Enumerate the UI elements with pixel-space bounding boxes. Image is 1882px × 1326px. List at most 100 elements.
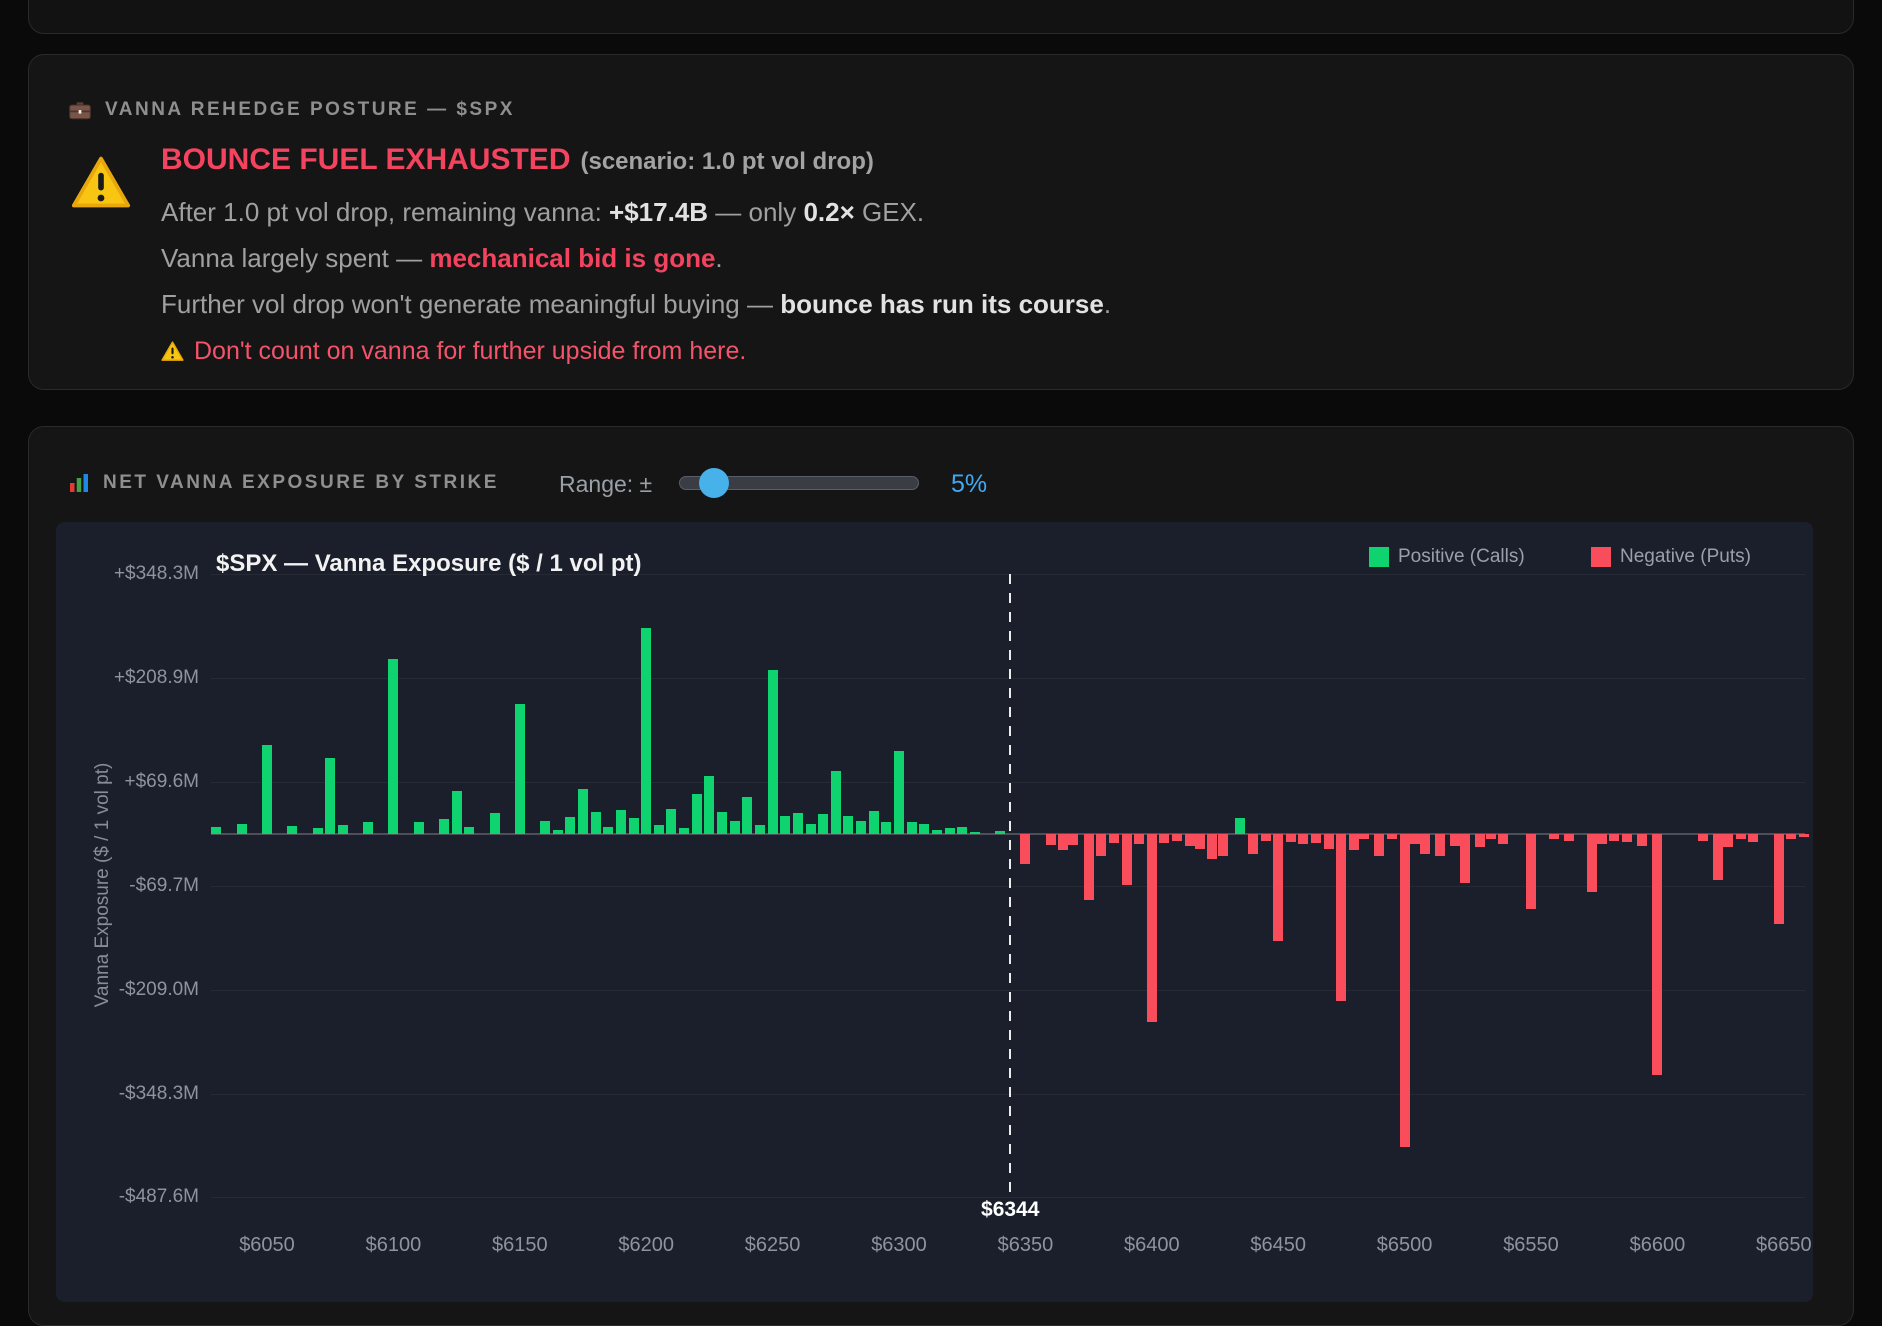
vanna-bar[interactable]	[1386, 834, 1397, 840]
vanna-bar[interactable]	[1020, 834, 1031, 864]
vanna-bar[interactable]	[931, 830, 942, 834]
vanna-bar[interactable]	[818, 813, 829, 834]
vanna-bar[interactable]	[957, 827, 968, 834]
vanna-bar[interactable]	[1748, 834, 1759, 843]
vanna-bar[interactable]	[1298, 834, 1309, 844]
range-slider-thumb[interactable]	[699, 468, 729, 498]
vanna-bar[interactable]	[1713, 834, 1724, 881]
vanna-bar[interactable]	[919, 823, 930, 834]
vanna-bar[interactable]	[325, 757, 336, 834]
vanna-bar[interactable]	[1323, 834, 1334, 849]
vanna-bar[interactable]	[1172, 834, 1183, 842]
vanna-bar[interactable]	[1460, 834, 1471, 884]
vanna-bar[interactable]	[1526, 834, 1536, 909]
vanna-bar[interactable]	[1723, 834, 1734, 848]
vanna-bar[interactable]	[1498, 834, 1509, 844]
vanna-bar[interactable]	[236, 823, 247, 834]
vanna-bar[interactable]	[578, 788, 588, 834]
vanna-bar[interactable]	[1146, 834, 1157, 1022]
vanna-bar[interactable]	[995, 831, 1006, 834]
vanna-bar[interactable]	[388, 658, 399, 834]
vanna-bar[interactable]	[540, 820, 551, 834]
vanna-bar[interactable]	[868, 810, 879, 834]
vanna-bar[interactable]	[1159, 834, 1170, 843]
vanna-bar[interactable]	[1399, 834, 1410, 1148]
vanna-bar[interactable]	[780, 816, 791, 834]
vanna-bar[interactable]	[729, 821, 740, 834]
vanna-bar[interactable]	[1235, 817, 1246, 834]
vanna-bar[interactable]	[805, 824, 816, 834]
vanna-bar[interactable]	[1260, 834, 1271, 841]
vanna-bar[interactable]	[565, 816, 576, 834]
vanna-bar[interactable]	[1450, 834, 1461, 846]
vanna-bar[interactable]	[742, 797, 753, 834]
vanna-bar[interactable]	[1786, 834, 1797, 840]
vanna-bar[interactable]	[312, 828, 323, 834]
vanna-bar[interactable]	[1285, 834, 1296, 843]
vanna-bar[interactable]	[1409, 834, 1420, 844]
vanna-bar[interactable]	[1485, 834, 1496, 840]
vanna-bar[interactable]	[1622, 834, 1633, 843]
vanna-bar[interactable]	[211, 826, 222, 834]
vanna-bar[interactable]	[1349, 834, 1360, 851]
vanna-bar[interactable]	[1096, 834, 1107, 856]
vanna-bar[interactable]	[451, 790, 462, 834]
vanna-bar[interactable]	[1374, 834, 1385, 856]
vanna-bar[interactable]	[287, 825, 298, 834]
vanna-bar[interactable]	[1419, 834, 1430, 855]
vanna-bar[interactable]	[691, 793, 702, 834]
vanna-bar[interactable]	[1217, 834, 1228, 856]
vanna-bar[interactable]	[830, 770, 841, 834]
vanna-bar[interactable]	[767, 670, 778, 834]
vanna-bar[interactable]	[514, 704, 525, 834]
vanna-bar[interactable]	[1134, 834, 1145, 845]
vanna-bar[interactable]	[1735, 834, 1746, 840]
vanna-bar[interactable]	[1652, 834, 1663, 1075]
vanna-bar[interactable]	[944, 828, 955, 834]
vanna-bar[interactable]	[653, 825, 664, 834]
vanna-bar[interactable]	[666, 809, 677, 834]
vanna-bar[interactable]	[792, 813, 803, 834]
vanna-bar[interactable]	[843, 816, 854, 834]
vanna-bar[interactable]	[1273, 834, 1284, 942]
vanna-bar[interactable]	[1609, 834, 1620, 841]
vanna-bar[interactable]	[1596, 834, 1607, 844]
vanna-bar[interactable]	[1184, 834, 1195, 846]
vanna-bar[interactable]	[1083, 834, 1094, 901]
vanna-bar[interactable]	[1058, 834, 1069, 851]
vanna-bar[interactable]	[641, 627, 652, 834]
vanna-bar[interactable]	[464, 826, 475, 834]
vanna-bar[interactable]	[856, 820, 867, 834]
vanna-bar[interactable]	[1045, 834, 1056, 846]
vanna-bar[interactable]	[1434, 834, 1445, 856]
vanna-bar[interactable]	[1548, 834, 1559, 840]
vanna-bar[interactable]	[1336, 834, 1347, 1001]
vanna-bar[interactable]	[590, 812, 601, 834]
vanna-bar[interactable]	[413, 822, 424, 834]
vanna-bar[interactable]	[337, 825, 348, 834]
vanna-bar[interactable]	[1068, 834, 1079, 846]
vanna-bar[interactable]	[363, 822, 374, 834]
vanna-bar[interactable]	[1247, 834, 1258, 855]
vanna-bar[interactable]	[1475, 834, 1486, 848]
vanna-bar[interactable]	[262, 745, 272, 834]
vanna-bar[interactable]	[438, 819, 449, 834]
vanna-bar[interactable]	[894, 751, 904, 834]
vanna-bar[interactable]	[1359, 834, 1370, 840]
vanna-bar[interactable]	[754, 825, 765, 834]
vanna-bar[interactable]	[881, 822, 892, 834]
vanna-bar[interactable]	[1121, 834, 1132, 886]
vanna-bar[interactable]	[615, 810, 626, 834]
vanna-bar[interactable]	[1194, 834, 1205, 849]
vanna-bar[interactable]	[704, 775, 715, 834]
vanna-bar[interactable]	[1773, 834, 1784, 925]
vanna-bar[interactable]	[906, 822, 917, 834]
vanna-bar[interactable]	[1799, 834, 1810, 837]
vanna-bar[interactable]	[969, 831, 980, 834]
vanna-bar[interactable]	[603, 827, 614, 834]
vanna-bar[interactable]	[1207, 834, 1218, 860]
vanna-bar[interactable]	[489, 813, 500, 834]
vanna-bar[interactable]	[1563, 834, 1574, 841]
vanna-bar[interactable]	[552, 830, 563, 834]
vanna-bar[interactable]	[717, 812, 728, 834]
